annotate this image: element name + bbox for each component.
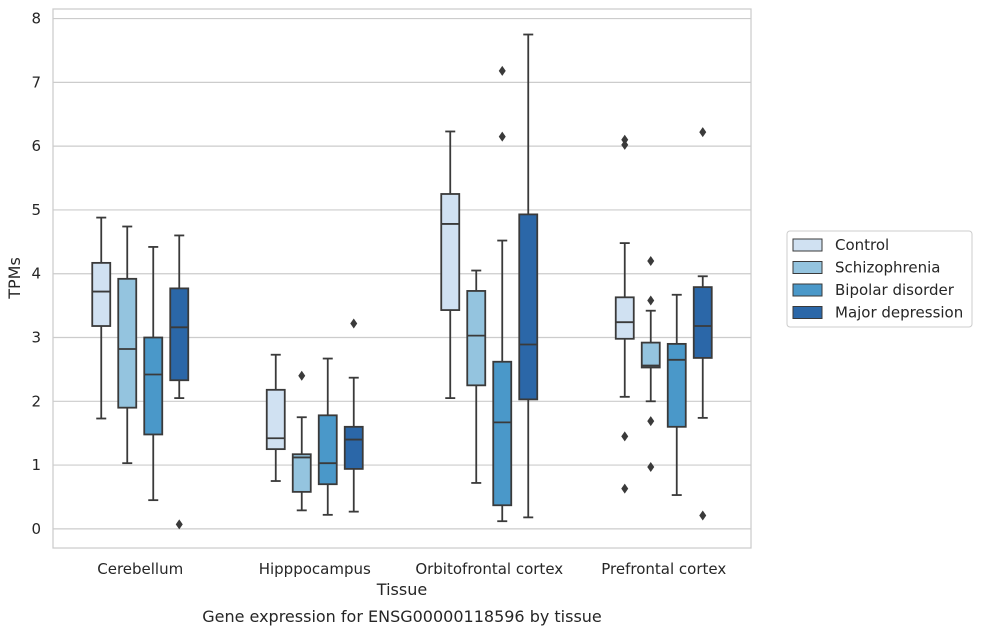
outlier-point [175, 519, 183, 530]
x-tick-label: Orbitofrontal cortex [415, 560, 563, 578]
box [169, 287, 190, 382]
box [518, 213, 539, 401]
plot-frame [52, 8, 752, 549]
y-tick-label: 1 [31, 456, 41, 474]
box [614, 296, 635, 340]
outlier-point [647, 416, 655, 427]
outlier-point [647, 461, 655, 472]
outlier-point [350, 318, 358, 329]
box [466, 290, 487, 387]
x-axis-label: Tissue [376, 580, 427, 599]
box [343, 425, 364, 470]
box-group [343, 318, 364, 513]
outlier-point [621, 139, 629, 150]
outlier-point [298, 370, 306, 381]
legend-label: Major depression [835, 304, 963, 322]
box [117, 277, 138, 409]
legend-swatch [792, 306, 823, 319]
box [291, 453, 312, 493]
box-group [317, 357, 338, 516]
box-group [492, 65, 513, 523]
box-group [117, 225, 138, 465]
y-tick-label: 4 [31, 265, 41, 283]
grid-lines [53, 17, 751, 530]
box [666, 342, 687, 428]
outlier-point [699, 510, 707, 521]
box-group [518, 33, 539, 519]
y-axis-label: TPMs [5, 257, 24, 300]
box [440, 193, 461, 311]
box-group [614, 134, 635, 494]
box [143, 336, 164, 436]
box-group [169, 234, 190, 530]
y-tick-label: 3 [31, 329, 41, 347]
y-tick-label: 0 [31, 520, 41, 538]
box-group [666, 293, 687, 496]
outlier-point [498, 131, 506, 142]
legend-label: Schizophrenia [835, 259, 940, 277]
legend: Control Schizophrenia Bipolar disorder Majo… [786, 230, 973, 328]
outlier-point [647, 255, 655, 266]
box [265, 388, 286, 451]
legend-label: Control [835, 236, 889, 254]
box [640, 341, 661, 369]
x-tick-labels: Cerebellum Hipppocampus Orbitofrontal cort… [97, 560, 726, 578]
chart-title: Gene expression for ENSG00000118596 by t… [202, 607, 602, 626]
y-tick-label: 8 [31, 10, 41, 28]
y-tick-label: 2 [31, 392, 41, 410]
boxes-layer [91, 33, 713, 530]
box-group [440, 130, 461, 400]
box-group [265, 353, 286, 482]
box-group [143, 246, 164, 502]
box-group [466, 269, 487, 484]
legend-swatch [792, 261, 823, 274]
box-group [692, 127, 713, 521]
outlier-point [498, 65, 506, 76]
x-tick-label: Cerebellum [97, 560, 183, 578]
box [317, 414, 338, 486]
y-tick-labels: 0 1 2 3 4 5 6 7 8 [31, 10, 41, 538]
legend-frame [786, 230, 973, 328]
outlier-point [647, 295, 655, 306]
y-tick-label: 6 [31, 137, 41, 155]
box [692, 286, 713, 359]
outlier-point [621, 134, 629, 145]
legend-swatch [792, 283, 823, 297]
box-group [291, 370, 312, 512]
y-tick-label: 5 [31, 201, 41, 219]
outlier-point [621, 431, 629, 442]
y-tick-label: 7 [31, 73, 41, 91]
x-tick-label: Prefrontal cortex [601, 560, 726, 578]
legend-swatch [792, 238, 823, 252]
outlier-point [621, 483, 629, 494]
x-tick-label: Hipppocampus [259, 560, 371, 578]
outlier-point [699, 127, 707, 138]
box-group [640, 255, 661, 472]
box [91, 261, 112, 327]
legend-label: Bipolar disorder [835, 281, 955, 299]
box [492, 360, 513, 507]
box-group [91, 216, 112, 420]
